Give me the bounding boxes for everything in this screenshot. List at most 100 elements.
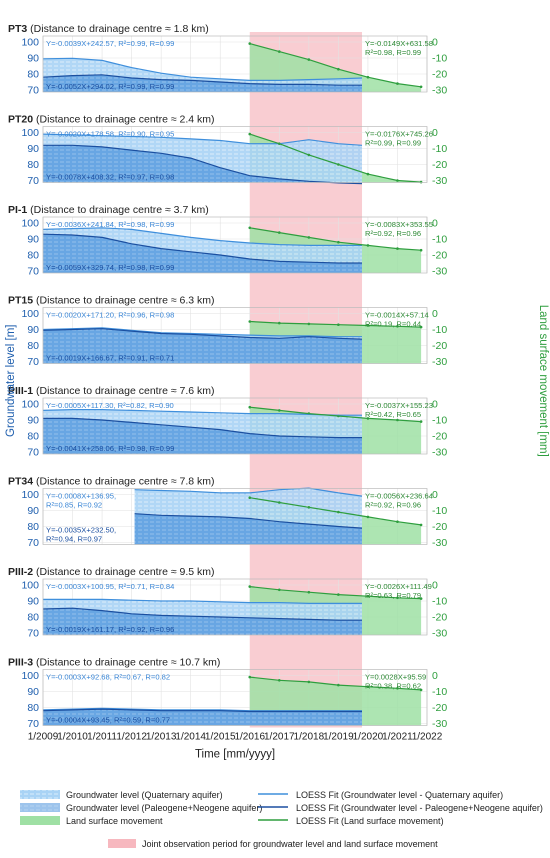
y-tick-left: 70 xyxy=(27,356,39,368)
x-tick-label: 1/2022 xyxy=(412,732,443,743)
station-name: PT15 xyxy=(8,295,33,307)
station-name: PIII-1 xyxy=(8,385,33,397)
paleogene-fit-line xyxy=(42,607,362,621)
station-distance: (Distance to drainage centre ≈ 3.7 km) xyxy=(27,204,208,216)
x-tick-label: 1/2011 xyxy=(87,732,117,743)
y-tick-left: 90 xyxy=(27,53,39,65)
equation-land: Y=-0.0176X+745.26 xyxy=(365,130,433,139)
panel-pt20: 70 80 90 100 0 -10 -20 -30 PT20 (Distance to dra… xyxy=(8,114,447,188)
equation-quaternary: Y=-0.0005X+117.30, R²=0.82, R=0.90 xyxy=(46,401,174,410)
station-name: PI-1 xyxy=(8,204,27,216)
y-tick-left: 80 xyxy=(27,702,39,714)
paleogene-fit-line xyxy=(134,513,363,529)
y-tick-left: 80 xyxy=(27,159,39,171)
y-tick-left: 80 xyxy=(27,521,39,533)
equation-land: R²=0.98, R=0.99 xyxy=(365,48,421,57)
equation-land: R²=0.19, R=0.44 xyxy=(365,320,421,329)
legend-swatch-paleogene-area xyxy=(20,803,60,812)
equation-land: Y=-0.0037X+155.23 xyxy=(365,401,433,410)
equation-paleogene: Y=-0.0035X+232.50, xyxy=(46,526,116,535)
equation-land: Y=-0.0149X+631.58 xyxy=(365,39,433,48)
legend-label: Groundwater level (Paleogene+Neogene aqu… xyxy=(66,803,262,813)
equation-quaternary: Y=-0.0008X+136.95, xyxy=(46,492,116,501)
station-distance: (Distance to drainage centre ≈ 1.8 km) xyxy=(27,23,208,35)
equation-paleogene: Y=-0.0052X+294.02, R²=0.99, R=0.99 xyxy=(46,82,174,91)
station-distance: (Distance to drainage centre ≈ 10.7 km) xyxy=(33,657,220,669)
x-tick-label: 1/2017 xyxy=(264,732,295,743)
y-tick-left: 70 xyxy=(27,718,39,730)
y-tick-left: 100 xyxy=(21,489,39,501)
paleogene-area xyxy=(43,418,362,454)
legend-swatch-joint xyxy=(108,839,136,848)
paleogene-fit-line xyxy=(43,417,362,439)
x-tick-label: 1/2009 xyxy=(28,732,59,743)
y-tick-left: 100 xyxy=(21,399,39,411)
equation-paleogene: Y=-0.0041X+258.06, R²=0.98, R=0.99 xyxy=(46,444,174,453)
plot-frame xyxy=(42,126,428,183)
paleogene-area xyxy=(43,328,362,364)
legend-label: LOESS Fit (Land surface movement) xyxy=(296,816,444,826)
plot-frame xyxy=(42,578,428,636)
equation-land: R²=0.92, R=0.96 xyxy=(365,229,421,238)
station-name: PT20 xyxy=(8,114,33,126)
quaternary-fit-line xyxy=(43,598,362,604)
legend-label: Joint observation period for groundwater… xyxy=(142,839,438,849)
y-tick-left: 90 xyxy=(27,143,39,155)
x-tick-label: 1/2021 xyxy=(382,732,413,743)
station-distance: (Distance to drainage centre ≈ 6.3 km) xyxy=(33,295,214,307)
y-tick-right: -20 xyxy=(432,159,447,171)
paleogene-area xyxy=(43,145,362,184)
equation-quaternary: Y=-0.0020X+178.58, R²=0.90, R=0.95 xyxy=(46,130,174,139)
x-tick-label: 1/2018 xyxy=(294,732,325,743)
panel-pt15: 70 80 90 100 0 -10 -20 -30 PT15 (Distance to dra… xyxy=(8,295,447,369)
y-tick-right: -30 xyxy=(432,537,447,549)
y-tick-left: 100 xyxy=(21,580,39,592)
y-tick-right: -10 xyxy=(432,415,447,427)
equation-quaternary: Y=-0.0036X+241.84, R²=0.98, R=0.99 xyxy=(46,220,174,229)
y-tick-right: -30 xyxy=(432,447,447,459)
panel-piii-2: 70 80 90 100 0 -10 -20 -30 PIII-2 (Distance to d… xyxy=(8,566,447,640)
paleogene-fit-line xyxy=(42,328,363,340)
station-name: PIII-3 xyxy=(8,657,33,669)
panel-title: PI-1 (Distance to drainage centre ≈ 3.7 … xyxy=(8,204,209,216)
equation-paleogene: Y=-0.0004X+93.45, R²=0.59, R=0.77 xyxy=(46,716,170,725)
x-tick-label: 1/2019 xyxy=(323,732,354,743)
x-tick-label: 1/2020 xyxy=(353,732,384,743)
y-tick-right: 0 xyxy=(432,399,438,411)
y-tick-left: 100 xyxy=(21,670,39,682)
panel-title: PIII-1 (Distance to drainage centre ≈ 7.… xyxy=(8,385,215,397)
equation-paleogene: R²=0.94, R=0.97 xyxy=(46,535,102,544)
panel-title: PT34 (Distance to drainage centre ≈ 7.8 … xyxy=(8,476,215,488)
y-axis-label-right: Land surface movement [mm] xyxy=(537,305,549,457)
station-name: PT34 xyxy=(8,476,33,488)
legend-label: LOESS Fit (Groundwater level - Paleogene… xyxy=(296,803,543,813)
y-tick-left: 70 xyxy=(27,85,39,97)
land-fit-line xyxy=(249,676,422,691)
paleogene-area xyxy=(134,513,362,545)
y-tick-left: 70 xyxy=(27,628,39,640)
y-tick-left: 90 xyxy=(27,686,39,698)
legend-swatch-land-area xyxy=(20,816,60,825)
station-distance: (Distance to drainage centre ≈ 9.5 km) xyxy=(33,566,214,578)
y-tick-left: 90 xyxy=(27,324,39,336)
y-tick-right: -20 xyxy=(432,340,447,352)
y-tick-left: 100 xyxy=(21,308,39,320)
paleogene-fit-line xyxy=(42,74,362,86)
y-tick-right: -10 xyxy=(432,53,447,65)
equation-land: Y=-0.0083X+353.55 xyxy=(365,220,433,229)
panel-title: PT20 (Distance to drainage centre ≈ 2.4 … xyxy=(8,114,215,126)
land-fit-line xyxy=(249,133,422,183)
land-point xyxy=(248,320,252,323)
y-tick-right: -20 xyxy=(432,69,447,81)
equation-paleogene: Y=-0.0019X+166.67, R²=0.91, R=0.71 xyxy=(46,354,174,363)
quaternary-fit-line xyxy=(42,57,363,81)
plot-frame xyxy=(42,669,428,726)
y-tick-left: 90 xyxy=(27,596,39,608)
panel-pt3: 70 80 90 100 0 -10 -20 -30 PT3 (Distance to drai… xyxy=(8,23,447,97)
equation-quaternary: Y=-0.0003X+92.68, R²=0.67, R=0.82 xyxy=(46,673,170,682)
x-tick-label: 1/2012 xyxy=(116,732,147,743)
y-tick-left: 90 xyxy=(27,234,39,246)
equation-land: R²=0.38, R=0.62 xyxy=(365,682,421,691)
y-tick-right: -20 xyxy=(432,612,447,624)
